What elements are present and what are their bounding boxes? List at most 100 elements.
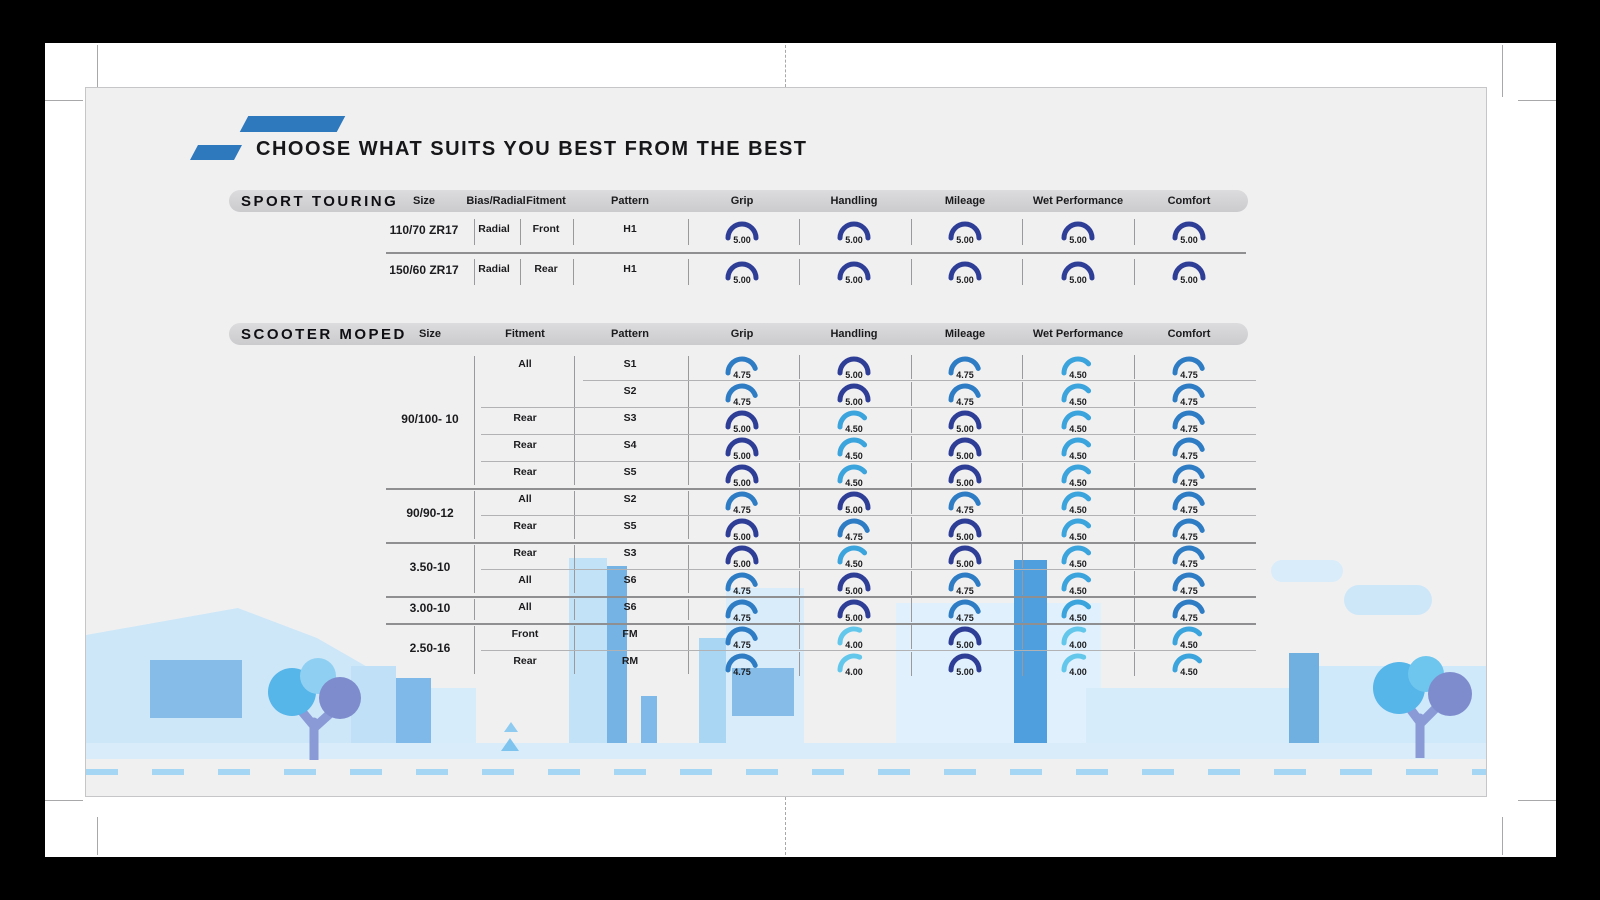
rating-gauge-handling: 5.00 <box>834 488 874 516</box>
table-title-scooter-moped: SCOOTER MOPED <box>241 326 407 343</box>
column-separator <box>688 356 689 485</box>
column-separator <box>799 516 800 541</box>
svg-text:4.50: 4.50 <box>845 451 863 461</box>
svg-text:4.50: 4.50 <box>1180 667 1198 677</box>
rating-gauge-handling: 4.50 <box>834 542 874 570</box>
page: CHOOSE WHAT SUITS YOU BEST FROM THE BEST… <box>45 43 1556 857</box>
page-title: CHOOSE WHAT SUITS YOU BEST FROM THE BEST <box>256 138 808 160</box>
rating-gauge-grip: 5.00 <box>722 542 762 570</box>
rating-gauge-grip: 5.00 <box>722 434 762 462</box>
rating-gauge-mileage: 5.00 <box>945 542 985 570</box>
cell-pattern: H1 <box>623 263 637 275</box>
column-separator <box>1134 408 1135 433</box>
svg-text:4.50: 4.50 <box>1180 640 1198 650</box>
column-separator <box>911 435 912 460</box>
cell-fitment: All <box>518 357 532 370</box>
svg-text:4.75: 4.75 <box>956 586 974 596</box>
cell-fitment: Rear <box>513 654 537 667</box>
column-separator <box>799 435 800 460</box>
svg-text:4.75: 4.75 <box>956 505 974 515</box>
cell-fitment: All <box>518 573 532 586</box>
svg-text:5.00: 5.00 <box>956 451 974 461</box>
rating-gauge-grip: 4.75 <box>722 569 762 597</box>
column-separator <box>474 599 475 620</box>
rating-gauge-mileage: 5.00 <box>945 434 985 462</box>
ground <box>86 743 1486 759</box>
road-dashed-line <box>86 769 1486 775</box>
column-separator <box>911 219 912 245</box>
column-header: Handling <box>830 195 878 207</box>
column-separator <box>799 354 800 379</box>
rating-gauge-comfort: 4.75 <box>1169 380 1209 408</box>
column-separator <box>474 491 475 539</box>
svg-text:4.75: 4.75 <box>733 586 751 596</box>
row-separator <box>583 380 1256 381</box>
tree-icon <box>1373 656 1472 758</box>
svg-text:4.50: 4.50 <box>1069 397 1087 407</box>
svg-text:5.00: 5.00 <box>956 559 974 569</box>
cell-pattern: S5 <box>623 465 637 478</box>
column-separator <box>688 599 689 620</box>
crop-mark <box>45 100 83 101</box>
cell-fitment: Rear <box>513 519 537 532</box>
cell-fitment: Rear <box>513 465 537 478</box>
rating-gauge-handling: 5.00 <box>834 353 874 381</box>
column-separator <box>911 516 912 541</box>
rating-gauge-comfort: 4.50 <box>1169 650 1209 678</box>
column-separator <box>1022 259 1023 285</box>
row-separator <box>386 542 1256 544</box>
svg-text:5.00: 5.00 <box>845 397 863 407</box>
rating-gauge-handling: 4.50 <box>834 434 874 462</box>
column-separator <box>520 219 521 245</box>
column-separator <box>688 259 689 285</box>
column-header: Size <box>412 195 435 207</box>
cell-size: 90/100- 10 <box>401 411 459 426</box>
cell-fitment: All <box>518 600 532 613</box>
column-separator <box>799 489 800 514</box>
rating-gauge-wet-performance: 4.50 <box>1058 596 1098 624</box>
cell-bias-radial: Radial <box>478 223 510 235</box>
column-separator <box>574 599 575 620</box>
rating-gauge-mileage: 4.75 <box>945 488 985 516</box>
cell-size: 150/60 ZR17 <box>389 263 459 277</box>
svg-text:5.00: 5.00 <box>733 451 751 461</box>
svg-text:4.50: 4.50 <box>845 424 863 434</box>
rating-gauge-mileage: 5.00 <box>945 258 985 286</box>
column-header: Grip <box>730 195 754 207</box>
cell-size: 3.00-10 <box>409 600 451 615</box>
column-separator <box>799 624 800 649</box>
svg-text:4.00: 4.00 <box>845 667 863 677</box>
svg-text:4.50: 4.50 <box>1069 478 1087 488</box>
rating-gauge-wet-performance: 4.50 <box>1058 569 1098 597</box>
rating-gauge-comfort: 4.75 <box>1169 515 1209 543</box>
rating-gauge-wet-performance: 4.50 <box>1058 542 1098 570</box>
rating-gauge-mileage: 5.00 <box>945 623 985 651</box>
svg-text:5.00: 5.00 <box>956 275 974 285</box>
cell-pattern: RM <box>621 654 639 667</box>
crop-mark <box>97 45 98 97</box>
column-separator <box>688 219 689 245</box>
svg-text:5.00: 5.00 <box>733 235 751 245</box>
svg-text:5.00: 5.00 <box>733 275 751 285</box>
rating-gauge-wet-performance: 4.50 <box>1058 434 1098 462</box>
building-window <box>150 660 242 718</box>
crop-mark <box>1518 100 1556 101</box>
cell-fitment: Rear <box>513 438 537 451</box>
column-separator <box>1022 651 1023 676</box>
column-header: Pattern <box>611 328 649 340</box>
rating-gauge-comfort: 4.75 <box>1169 434 1209 462</box>
column-separator <box>1134 381 1135 406</box>
rating-gauge-handling: 4.50 <box>834 407 874 435</box>
column-header: Mileage <box>944 195 986 207</box>
rating-gauge-grip: 4.75 <box>722 380 762 408</box>
svg-text:4.50: 4.50 <box>1069 532 1087 542</box>
svg-text:5.00: 5.00 <box>733 424 751 434</box>
rating-gauge-comfort: 5.00 <box>1169 258 1209 286</box>
column-separator <box>799 408 800 433</box>
column-separator <box>1134 651 1135 676</box>
svg-text:5.00: 5.00 <box>956 640 974 650</box>
cell-fitment: Rear <box>534 263 558 275</box>
column-header: Fitment <box>505 328 545 340</box>
column-header: Fitment <box>526 195 566 207</box>
rating-gauge-mileage: 5.00 <box>945 407 985 435</box>
